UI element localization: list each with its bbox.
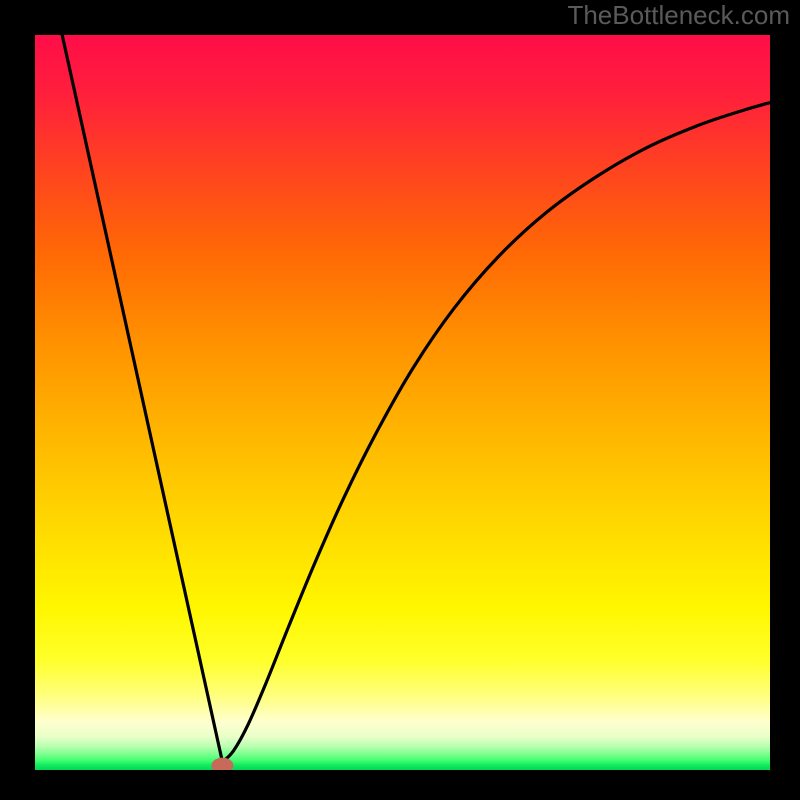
plot-svg <box>35 35 770 770</box>
plot-area <box>35 35 770 770</box>
chart-canvas: TheBottleneck.com <box>0 0 800 800</box>
watermark-text: TheBottleneck.com <box>567 0 790 31</box>
gradient-fill <box>35 35 770 770</box>
